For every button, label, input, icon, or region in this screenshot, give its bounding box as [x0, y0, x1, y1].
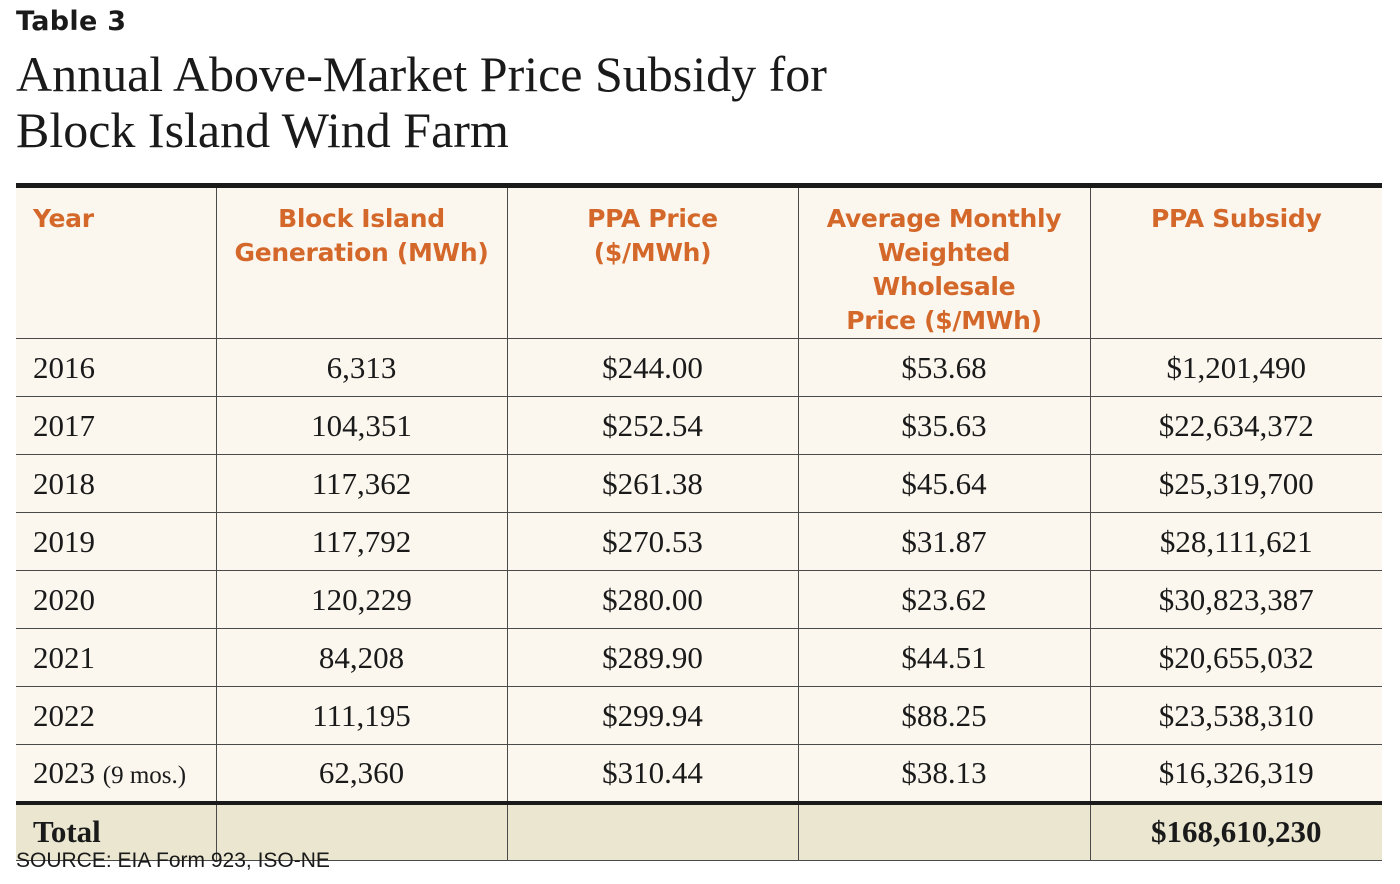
cell-ppa-price: $244.00 — [506, 338, 798, 397]
total-empty-cell — [506, 802, 798, 861]
cell-ppa-price: $261.38 — [506, 454, 798, 513]
year-value: 2016 — [33, 349, 95, 385]
table-row: 2017 104,351 $252.54 $35.63 $22,634,372 — [16, 396, 1382, 455]
cell-wholesale-price: $88.25 — [797, 686, 1090, 745]
table-row: 2023 (9 mos.) 62,360 $310.44 $38.13 $16,… — [16, 744, 1382, 805]
cell-ppa-subsidy: $23,538,310 — [1089, 686, 1382, 745]
title-line-1: Annual Above-Market Price Subsidy for — [16, 46, 827, 102]
year-value: 2021 — [33, 639, 95, 675]
header-year: Year — [16, 183, 216, 339]
table-row: 2021 84,208 $289.90 $44.51 $20,655,032 — [16, 628, 1382, 687]
cell-generation: 104,351 — [215, 396, 507, 455]
cell-year: 2019 — [16, 512, 216, 571]
table-number-label: Table 3 — [16, 6, 127, 37]
header-wholesale-line-1: Average Monthly — [826, 204, 1062, 233]
cell-wholesale-price: $45.64 — [797, 454, 1090, 513]
cell-ppa-subsidy: $28,111,621 — [1089, 512, 1382, 571]
table-row: 2018 117,362 $261.38 $45.64 $25,319,700 — [16, 454, 1382, 513]
cell-ppa-price: $252.54 — [506, 396, 798, 455]
cell-generation: 111,195 — [215, 686, 507, 745]
table-row: 2019 117,792 $270.53 $31.87 $28,111,621 — [16, 512, 1382, 571]
year-value: 2022 — [33, 697, 95, 733]
total-empty-cell — [215, 802, 507, 861]
cell-ppa-subsidy: $16,326,319 — [1089, 744, 1382, 805]
cell-ppa-subsidy: $25,319,700 — [1089, 454, 1382, 513]
header-row: Year Block Island Generation (MWh) PPA P… — [16, 183, 1382, 339]
year-value: 2023 — [33, 754, 95, 790]
cell-year: 2020 — [16, 570, 216, 629]
header-ppa-subsidy: PPA Subsidy — [1089, 183, 1382, 339]
header-wholesale-price: Average Monthly Weighted Wholesale Price… — [797, 183, 1090, 339]
cell-ppa-price: $310.44 — [506, 744, 798, 805]
cell-year: 2018 — [16, 454, 216, 513]
header-wholesale-line-3: Price ($/MWh) — [846, 306, 1042, 335]
cell-wholesale-price: $31.87 — [797, 512, 1090, 571]
total-label: Total — [16, 802, 216, 861]
table-row: 2016 6,313 $244.00 $53.68 $1,201,490 — [16, 338, 1382, 397]
cell-ppa-subsidy: $1,201,490 — [1089, 338, 1382, 397]
cell-generation: 120,229 — [215, 570, 507, 629]
source-note: SOURCE: EIA Form 923, ISO-NE — [16, 849, 330, 872]
year-value: 2019 — [33, 523, 95, 559]
cell-year: 2022 — [16, 686, 216, 745]
cell-ppa-price: $270.53 — [506, 512, 798, 571]
subsidy-table: Year Block Island Generation (MWh) PPA P… — [16, 183, 1382, 861]
cell-ppa-price: $280.00 — [506, 570, 798, 629]
header-ppa-price-line-1: PPA Price — [587, 204, 718, 233]
header-ppa-price-line-2: ($/MWh) — [593, 238, 712, 267]
table-row: 2022 111,195 $299.94 $88.25 $23,538,310 — [16, 686, 1382, 745]
table-title: Annual Above-Market Price Subsidy for Bl… — [16, 46, 1116, 158]
title-line-2: Block Island Wind Farm — [16, 102, 509, 158]
header-wholesale-line-2: Weighted Wholesale — [872, 238, 1016, 301]
header-generation-line-1: Block Island — [278, 204, 445, 233]
cell-ppa-price: $289.90 — [506, 628, 798, 687]
cell-ppa-subsidy: $30,823,387 — [1089, 570, 1382, 629]
cell-wholesale-price: $23.62 — [797, 570, 1090, 629]
cell-wholesale-price: $53.68 — [797, 338, 1090, 397]
cell-wholesale-price: $44.51 — [797, 628, 1090, 687]
cell-generation: 6,313 — [215, 338, 507, 397]
cell-ppa-subsidy: $22,634,372 — [1089, 396, 1382, 455]
cell-generation: 62,360 — [215, 744, 507, 805]
cell-year: 2017 — [16, 396, 216, 455]
cell-generation: 117,792 — [215, 512, 507, 571]
cell-year: 2023 (9 mos.) — [16, 744, 216, 805]
cell-wholesale-price: $35.63 — [797, 396, 1090, 455]
year-value: 2018 — [33, 465, 95, 501]
header-year-text: Year — [33, 204, 94, 233]
cell-year: 2021 — [16, 628, 216, 687]
header-generation-line-2: Generation (MWh) — [234, 238, 489, 267]
cell-ppa-price: $299.94 — [506, 686, 798, 745]
cell-generation: 117,362 — [215, 454, 507, 513]
total-row: Total $168,610,230 — [16, 802, 1382, 861]
cell-year: 2016 — [16, 338, 216, 397]
cell-ppa-subsidy: $20,655,032 — [1089, 628, 1382, 687]
cell-wholesale-price: $38.13 — [797, 744, 1090, 805]
total-empty-cell — [797, 802, 1090, 861]
header-generation: Block Island Generation (MWh) — [215, 183, 507, 339]
year-value: 2017 — [33, 407, 95, 443]
header-ppa-price: PPA Price ($/MWh) — [506, 183, 798, 339]
cell-generation: 84,208 — [215, 628, 507, 687]
table-row: 2020 120,229 $280.00 $23.62 $30,823,387 — [16, 570, 1382, 629]
header-subsidy-text: PPA Subsidy — [1151, 204, 1322, 233]
year-note: (9 mos.) — [102, 761, 187, 789]
year-value: 2020 — [33, 581, 95, 617]
total-subsidy: $168,610,230 — [1089, 802, 1382, 861]
